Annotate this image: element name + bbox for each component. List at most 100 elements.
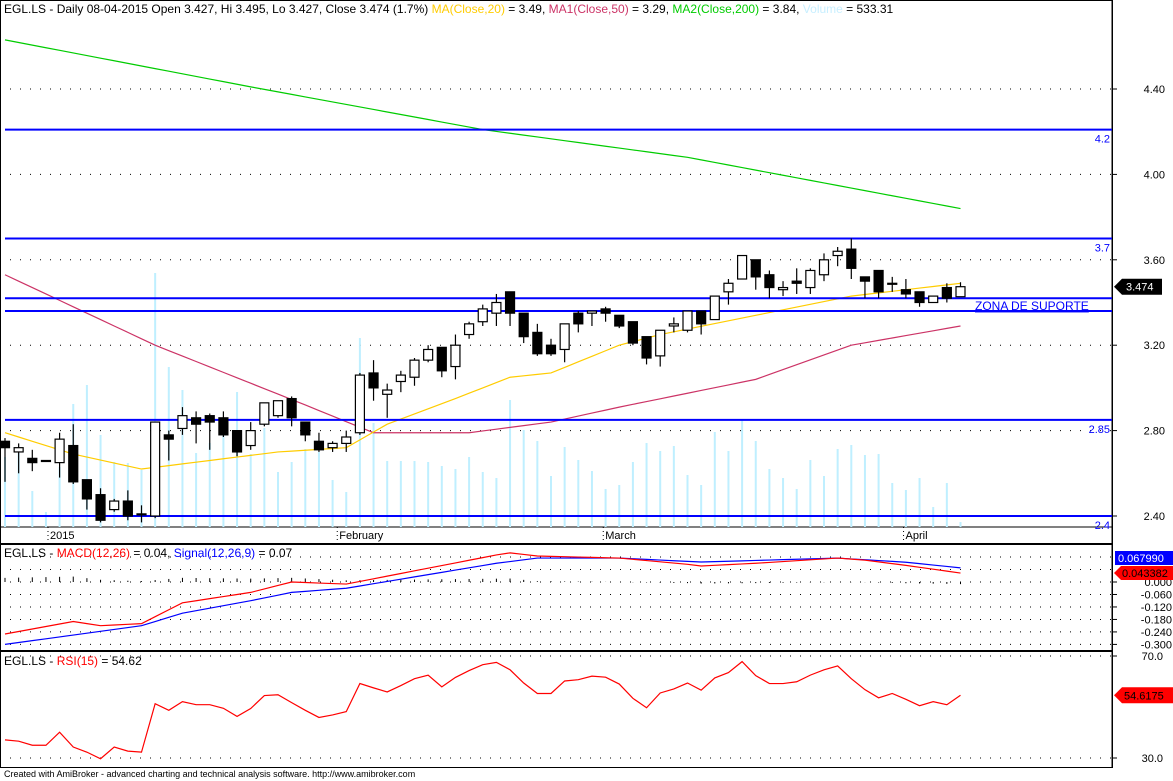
candle-down bbox=[846, 248, 857, 269]
rsi-panel-header: EGL.LS - RSI(15) = 54.62 bbox=[4, 654, 142, 668]
price-tick-label: 2.40 bbox=[1144, 511, 1165, 523]
volume-bar bbox=[604, 489, 607, 527]
volume-bar bbox=[249, 454, 252, 527]
volume-bar bbox=[754, 441, 757, 527]
candle-down bbox=[614, 314, 625, 327]
candle-down bbox=[791, 280, 802, 284]
macd-value-tag bbox=[1114, 566, 1173, 580]
candle-down bbox=[300, 421, 311, 436]
volume-label: Volume bbox=[802, 2, 843, 16]
candle-up bbox=[955, 286, 966, 298]
candle-up bbox=[136, 513, 147, 516]
volume-bar bbox=[222, 427, 225, 527]
price-tick-label: 3.60 bbox=[1144, 255, 1165, 267]
volume-bar bbox=[17, 453, 20, 527]
rsi-value-tag-label: 54.6175 bbox=[1124, 690, 1164, 702]
header-prefix: EGL.LS - Daily 08-04-2015 Open 3.427, Hi… bbox=[4, 2, 432, 16]
macd-value-tag-label: 0.043382 bbox=[1122, 568, 1168, 580]
volume-bar bbox=[154, 273, 157, 527]
candle-up bbox=[723, 282, 734, 293]
candle-down bbox=[764, 274, 775, 289]
candle-down bbox=[368, 372, 379, 389]
volume-bar bbox=[85, 385, 88, 527]
volume-bar bbox=[563, 447, 566, 527]
candle-up bbox=[109, 500, 120, 511]
candle-down bbox=[313, 440, 325, 451]
volume-bar bbox=[659, 451, 662, 527]
price-tick-label: 3.20 bbox=[1144, 340, 1165, 352]
candle-down bbox=[81, 479, 93, 500]
hline-label: 2.4 bbox=[1095, 520, 1110, 532]
candle-down bbox=[941, 286, 952, 299]
volume-bar bbox=[454, 469, 457, 527]
candle-down bbox=[504, 291, 516, 314]
volume-bar bbox=[809, 460, 812, 527]
rsi-tick-label: 70.0 bbox=[1142, 651, 1163, 663]
volume-bar bbox=[945, 483, 948, 527]
volume-bar bbox=[181, 390, 184, 527]
candle-up bbox=[354, 374, 365, 434]
volume-bar bbox=[618, 485, 621, 527]
candle-up bbox=[341, 436, 352, 445]
signal-label: Signal(12,26,9) bbox=[173, 546, 256, 560]
last-price-tag-label: 3.474 bbox=[1126, 282, 1154, 294]
volume-bar bbox=[795, 489, 798, 527]
volume-bar bbox=[631, 462, 634, 527]
macd-panel-frame bbox=[0, 544, 1113, 651]
main-panel-frame bbox=[0, 0, 1113, 544]
zone-label: ZONA DE SUPORTE bbox=[975, 299, 1089, 313]
candle-down bbox=[191, 417, 202, 425]
candle-up bbox=[423, 348, 434, 361]
month-label: April bbox=[906, 530, 928, 542]
macd-tick-label: -0.120 bbox=[1141, 602, 1172, 614]
signal-value-tag bbox=[1115, 551, 1173, 565]
volume-bar bbox=[31, 491, 34, 527]
candle-up bbox=[450, 344, 461, 368]
volume-bar bbox=[877, 454, 880, 527]
ma200-value: = 3.84, bbox=[759, 2, 803, 16]
candle-down bbox=[532, 331, 543, 355]
candle-up bbox=[327, 442, 338, 449]
candle-down bbox=[750, 259, 761, 278]
volume-value: = 533.31 bbox=[842, 2, 894, 16]
ma20-label: MA(Close,20) bbox=[431, 2, 505, 16]
volume-bar bbox=[577, 460, 580, 527]
candle-up bbox=[395, 374, 406, 383]
volume-bar bbox=[863, 455, 866, 527]
candle-up bbox=[272, 400, 284, 417]
volume-bar bbox=[58, 467, 61, 527]
macd-tick-label: -0.240 bbox=[1141, 627, 1172, 639]
candle-up bbox=[586, 310, 598, 314]
volume-bar bbox=[741, 420, 744, 527]
volume-bar bbox=[140, 470, 143, 527]
candle-up bbox=[177, 415, 188, 430]
macd-line bbox=[4, 552, 961, 635]
candle-down bbox=[436, 346, 447, 372]
ma50-value: = 3.29, bbox=[628, 2, 673, 16]
candle-down bbox=[27, 457, 38, 464]
ma50-line bbox=[4, 274, 961, 434]
ma50-label: MA1(Close,50) bbox=[548, 2, 629, 16]
candle-up bbox=[491, 301, 502, 314]
volume-bar bbox=[4, 457, 6, 527]
price-tick-label: 2.80 bbox=[1144, 426, 1165, 438]
volume-bar bbox=[782, 478, 785, 527]
signal-value: = 0.07 bbox=[255, 546, 293, 560]
volume-bar bbox=[331, 480, 334, 527]
volume-bar bbox=[686, 475, 689, 527]
price-tick-label: 4.40 bbox=[1144, 84, 1165, 96]
macd-tick-label: -0.060 bbox=[1141, 589, 1172, 601]
candle-up bbox=[818, 259, 830, 276]
macd-tick-label: -0.180 bbox=[1141, 614, 1172, 626]
volume-bar bbox=[713, 432, 716, 527]
rsi-tick-label: 30.0 bbox=[1142, 753, 1163, 765]
rsi-value-tag bbox=[1114, 687, 1173, 704]
candle-up bbox=[887, 282, 898, 285]
volume-bar bbox=[672, 446, 675, 527]
candle-down bbox=[95, 494, 106, 521]
hline-label: 2.85 bbox=[1089, 424, 1110, 436]
candle-down bbox=[286, 397, 297, 419]
volume-bar bbox=[959, 522, 962, 527]
candle-down bbox=[696, 310, 707, 325]
